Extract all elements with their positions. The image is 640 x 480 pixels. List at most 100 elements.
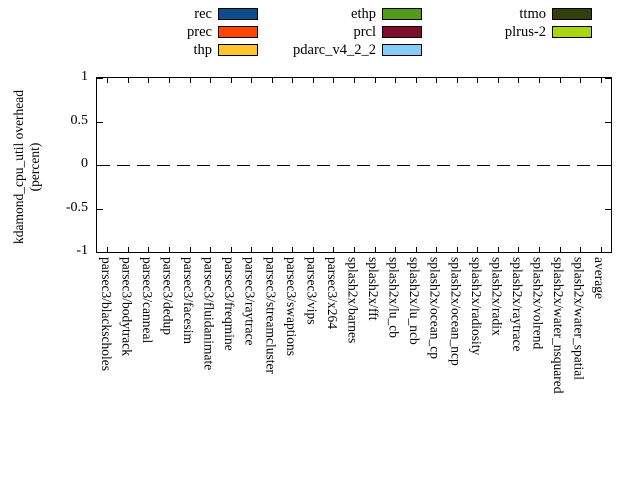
x-tick [251, 78, 253, 83]
x-tick [559, 78, 561, 83]
legend-column: rec prec thp [100, 5, 258, 59]
legend-swatch-prec [218, 26, 258, 38]
x-tick [251, 247, 253, 252]
x-tick [148, 78, 150, 83]
legend-entry-ttmo: ttmo [434, 5, 592, 23]
plot-area [96, 77, 612, 253]
x-tick [333, 78, 335, 83]
x-tick [456, 247, 458, 252]
legend-entry-rec: rec [100, 5, 258, 23]
x-tick [107, 78, 109, 83]
x-category-labels: parsec3/blackscholes parsec3/bodytrack par… [96, 257, 612, 457]
x-tick [210, 78, 212, 83]
x-category-label: parsec3/x264 [324, 257, 340, 329]
x-tick [189, 78, 191, 83]
x-category-label: splash2x/radiosity [468, 257, 484, 356]
x-category-label: splash2x/raytrace [509, 257, 525, 352]
x-category-label: parsec3/blackscholes [98, 257, 114, 371]
x-tick [395, 247, 397, 252]
y-tick [97, 165, 103, 166]
x-tick [436, 247, 438, 252]
x-tick [600, 247, 602, 252]
y-tick-label: 1 [81, 69, 88, 84]
legend-label: pdarc_v4_2_2 [293, 42, 376, 58]
x-category-label: parsec3/vips [304, 257, 320, 325]
x-tick [210, 247, 212, 252]
x-tick [456, 78, 458, 83]
x-tick [374, 247, 376, 252]
x-category-label: parsec3/fluidanimate [201, 257, 217, 371]
x-category-label: parsec3/bodytrack [119, 257, 135, 356]
x-tick [559, 247, 561, 252]
y-axis-label-line1: kdamond_cpu_util overhead [11, 89, 26, 245]
x-tick [580, 78, 582, 83]
y-tick-label: -1 [76, 243, 88, 258]
y-tick [605, 165, 611, 166]
legend-column: ethp prcl pdarc_v4_2_2 [264, 5, 422, 59]
x-tick [600, 78, 602, 83]
legend-label: prec [187, 24, 212, 40]
x-tick [312, 247, 314, 252]
legend-swatch-plrus-2 [552, 26, 592, 38]
x-category-label: parsec3/facesim [181, 257, 197, 344]
x-tick [415, 78, 417, 83]
y-tick [97, 121, 103, 123]
x-tick [497, 78, 499, 83]
x-category-label: splash2x/ocean_ncp [448, 257, 464, 366]
legend-label: rec [194, 6, 212, 22]
x-tick [518, 247, 520, 252]
zero-line [97, 164, 611, 166]
x-category-label: parsec3/streamcluster [263, 257, 279, 374]
legend-swatch-prcl [382, 26, 422, 38]
x-category-label: splash2x/volrend [530, 257, 546, 350]
legend-entry-plrus-2: plrus-2 [434, 23, 592, 41]
x-category-label: splash2x/lu_cb [386, 257, 402, 338]
x-tick [477, 78, 479, 83]
x-tick [292, 78, 294, 83]
y-tick-label: -0.5 [65, 199, 88, 215]
x-category-label: splash2x/radix [489, 257, 505, 336]
x-category-label: splash2x/water_spatial [571, 257, 587, 380]
x-tick [168, 247, 170, 252]
legend-swatch-thp [218, 44, 258, 56]
y-tick [97, 252, 103, 253]
x-tick [107, 247, 109, 252]
x-tick [230, 247, 232, 252]
x-tick [539, 247, 541, 252]
x-tick [292, 247, 294, 252]
legend-entry-prcl: prcl [264, 23, 422, 41]
y-axis-label: kdamond_cpu_util overhead (percent) [11, 60, 43, 274]
x-tick [354, 247, 355, 252]
y-tick [605, 208, 611, 210]
legend-swatch-ethp [382, 8, 422, 20]
x-category-label: parsec3/dedup [160, 257, 176, 335]
legend-entry-prec: prec [100, 23, 258, 41]
x-tick [230, 78, 232, 83]
x-category-label: splash2x/water_nsquared [551, 257, 567, 394]
x-tick [580, 247, 582, 252]
legend-label: ttmo [519, 6, 546, 22]
legend-label: ethp [351, 6, 376, 22]
legend-entry-pdarc_v4_2_2: pdarc_v4_2_2 [264, 41, 422, 59]
legend-label: prcl [353, 24, 376, 40]
x-tick [395, 78, 397, 83]
x-tick [518, 78, 520, 83]
x-tick [477, 247, 479, 252]
x-tick [374, 78, 376, 83]
x-tick [168, 78, 170, 83]
y-tick [97, 78, 103, 79]
legend-entry-thp: thp [100, 41, 258, 59]
x-tick [497, 247, 499, 252]
x-category-label: splash2x/lu_ncb [407, 257, 423, 345]
x-tick [312, 78, 314, 83]
x-category-label: parsec3/freqmine [222, 257, 238, 351]
x-category-label: parsec3/canneal [139, 257, 155, 344]
x-category-label: splash2x/fft [366, 257, 382, 321]
y-tick [605, 78, 611, 79]
legend-label: thp [193, 42, 212, 58]
x-category-label: parsec3/swaptions [283, 257, 299, 356]
x-category-label: splash2x/ocean_cp [427, 257, 443, 359]
legend-swatch-rec [218, 8, 258, 20]
x-tick [127, 78, 129, 83]
